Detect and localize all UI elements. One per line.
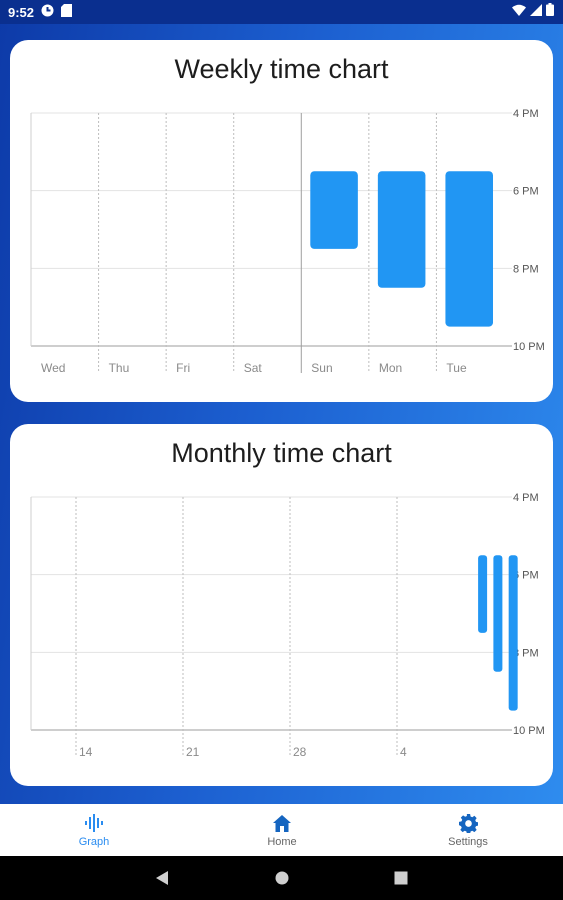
app-notification-icon [41,4,54,20]
weekly-y-tick-label: 8 PM [513,263,539,275]
monthly-chart-card: Monthly time chart 4 PM 6 PM 8 PM 10 PM 14 21… [10,424,553,786]
weekly-chart-title: Weekly time chart [174,54,389,84]
back-icon[interactable] [132,856,192,900]
monthly-y-tick-label: 8 PM [513,647,539,659]
system-navigation-bar [0,856,563,900]
home-icon [273,812,291,834]
recents-square-icon[interactable] [371,856,431,900]
nav-graph-label: Graph [78,836,110,848]
home-circle-icon[interactable] [252,856,312,900]
monthly-bar-1 [478,555,488,633]
monthly-x-tick-label: 4 [400,745,407,759]
battery-icon [546,3,554,21]
monthly-bar-3 [508,555,518,711]
sd-card-icon [61,4,73,20]
weekly-bar-mon [377,171,426,288]
weekly-x-tick-label: Sat [244,361,263,375]
monthly-chart-title: Monthly time chart [171,438,392,468]
nav-home-label: Home [267,836,297,848]
signal-icon [530,3,542,21]
monthly-y-tick-label: 10 PM [513,725,545,737]
nav-home[interactable]: Home [222,804,342,856]
weekly-time-chart: 4 PM 6 PM 8 PM 10 PM Wed Thu Fri Sat Sun Mon Tue [30,108,545,375]
weekly-y-tick-label: 10 PM [513,341,545,353]
monthly-y-tick-label: 6 PM [513,570,539,582]
monthly-y-tick-label: 4 PM [513,492,539,504]
gear-icon [458,812,478,834]
weekly-x-tick-label: Thu [109,361,130,375]
nav-graph[interactable]: Graph [34,804,154,856]
weekly-y-tick-label: 6 PM [513,186,539,198]
status-time: 9:52 [8,4,35,20]
weekly-x-tick-label: Sun [311,361,332,375]
weekly-x-tick-label: Wed [41,361,65,375]
monthly-x-tick-label: 14 [79,745,93,759]
bottom-navigation: Graph Home Settings [0,804,563,856]
monthly-bar-2 [493,555,503,672]
status-bar: 9:52 [0,0,563,24]
wifi-icon [512,3,526,21]
nav-settings[interactable]: Settings [408,804,528,856]
weekly-bar-tue [445,171,493,327]
monthly-x-tick-label: 28 [293,745,307,759]
weekly-chart-card: Weekly time chart 4 PM 6 PM 8 PM 10 PM Wed Th… [10,40,553,402]
weekly-y-tick-label: 4 PM [513,108,539,120]
weekly-bar-sun [310,171,358,249]
monthly-x-tick-label: 21 [186,745,200,759]
weekly-x-tick-label: Mon [379,361,402,375]
nav-settings-label: Settings [448,836,488,848]
graph-waveform-icon [84,812,104,834]
monthly-time-chart: 4 PM 6 PM 8 PM 10 PM 14 21 28 4 [30,492,545,759]
weekly-x-tick-label: Fri [176,361,190,375]
weekly-x-tick-label: Tue [446,361,467,375]
